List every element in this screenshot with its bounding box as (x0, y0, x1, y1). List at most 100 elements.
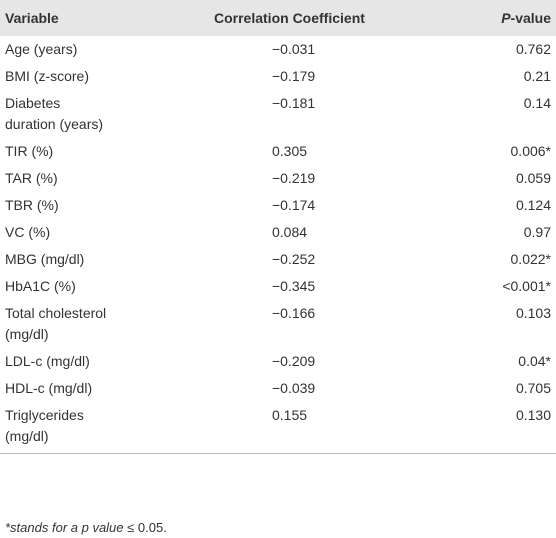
table-row: Total cholesterol (mg/dl) −0.166 0.103 (0, 300, 556, 348)
cell-text: −0.345 (272, 278, 316, 294)
cell-text: 0.022* (510, 251, 551, 267)
cell-text: VC (%) (5, 224, 51, 240)
table-cell: 0.103 (452, 300, 556, 348)
table-cell: −0.181 (272, 90, 452, 138)
cell-text: 0.124 (515, 197, 551, 213)
footnote: *stands for a p value ≤ 0.05. (5, 520, 167, 535)
table-cell: 0.059 (452, 165, 556, 192)
table-cell: HbA1C (%) (0, 273, 272, 300)
cell-text: Total cholesterol (mg/dl) (5, 305, 107, 342)
header-cell: Variable (0, 0, 272, 36)
table: Variable Correlation Coefficient P-value… (0, 0, 556, 454)
table-cell: BMI (z-score) (0, 63, 272, 90)
header-cell: P-value (452, 0, 556, 36)
table-cell: Diabetes duration (years) (0, 90, 272, 138)
table-cell: 0.006* (452, 138, 556, 165)
cell-text: LDL-c (mg/dl) (5, 353, 90, 369)
table-cell: −0.166 (272, 300, 452, 348)
table-cell: 0.124 (452, 192, 556, 219)
cell-text: 0.705 (515, 380, 551, 396)
table-row: TAR (%) −0.219 0.059 (0, 165, 556, 192)
cell-text: 0.059 (515, 170, 551, 186)
table-cell: Triglycerides (mg/dl) (0, 402, 272, 454)
table-cell: Age (years) (0, 36, 272, 63)
cell-text: 0.006* (510, 143, 551, 159)
cell-text: 0.21 (523, 68, 551, 84)
cell-text: 0.97 (523, 224, 551, 240)
table-cell: −0.031 (272, 36, 452, 63)
table-row: LDL-c (mg/dl) −0.209 0.04* (0, 348, 556, 375)
header-text: P (501, 10, 511, 26)
table-row: HDL-c (mg/dl) −0.039 0.705 (0, 375, 556, 402)
cell-text: 0.14 (523, 95, 551, 111)
table-cell: 0.21 (452, 63, 556, 90)
table-cell: 0.97 (452, 219, 556, 246)
cell-text: 0.103 (515, 305, 551, 321)
cell-text: 0.130 (515, 407, 551, 423)
cell-text: MBG (mg/dl) (5, 251, 85, 267)
header-text: Correlation Coefficient (214, 10, 365, 26)
cell-text: 0.084 (272, 224, 308, 240)
footnote-text: 0.05. (137, 520, 167, 535)
header-row: Variable Correlation Coefficient P-value (0, 0, 556, 36)
cell-text: HDL-c (mg/dl) (5, 380, 93, 396)
table-row: Diabetes duration (years) −0.181 0.14 (0, 90, 556, 138)
cell-text: −0.181 (272, 95, 316, 111)
table-row: TBR (%) −0.174 0.124 (0, 192, 556, 219)
table-cell: TAR (%) (0, 165, 272, 192)
table-row: Age (years) −0.031 0.762 (0, 36, 556, 63)
table-cell: −0.174 (272, 192, 452, 219)
cell-text: 0.155 (272, 407, 308, 423)
cell-text: −0.174 (272, 197, 316, 213)
table-cell: 0.130 (452, 402, 556, 454)
cell-text: HbA1C (%) (5, 278, 76, 294)
table-cell: LDL-c (mg/dl) (0, 348, 272, 375)
cell-text: −0.166 (272, 305, 316, 321)
table-cell: 0.04* (452, 348, 556, 375)
table-row: VC (%) 0.084 0.97 (0, 219, 556, 246)
header-text: -value (510, 10, 551, 26)
table-cell: TBR (%) (0, 192, 272, 219)
table-cell: −0.209 (272, 348, 452, 375)
header-cell: Correlation Coefficient (214, 0, 452, 36)
table-cell: 0.762 (452, 36, 556, 63)
table-row: TIR (%) 0.305 0.006* (0, 138, 556, 165)
table-cell: 0.155 (272, 402, 452, 454)
cell-text: <0.001* (502, 278, 551, 294)
cell-text: 0.04* (518, 353, 551, 369)
cell-text: −0.039 (272, 380, 316, 396)
table-cell: −0.039 (272, 375, 452, 402)
table-cell: 0.022* (452, 246, 556, 273)
table-row: Triglycerides (mg/dl) 0.155 0.130 (0, 402, 556, 454)
table-row: MBG (mg/dl) −0.252 0.022* (0, 246, 556, 273)
cell-text: BMI (z-score) (5, 68, 89, 84)
cell-text: −0.179 (272, 68, 316, 84)
table-cell: −0.345 (272, 273, 452, 300)
table-cell: <0.001* (452, 273, 556, 300)
table-body: Age (years) −0.031 0.762 BMI (z-score) −0.17… (0, 36, 556, 454)
table-cell: 0.305 (272, 138, 452, 165)
cell-text: Triglycerides (mg/dl) (5, 407, 84, 444)
table-cell: Total cholesterol (mg/dl) (0, 300, 272, 348)
cell-text: −0.252 (272, 251, 316, 267)
table-cell: −0.219 (272, 165, 452, 192)
table-cell: TIR (%) (0, 138, 272, 165)
table-cell: HDL-c (mg/dl) (0, 375, 272, 402)
cell-text: TAR (%) (5, 170, 58, 186)
table-cell: 0.084 (272, 219, 452, 246)
cell-text: Age (years) (5, 41, 78, 57)
table-cell: MBG (mg/dl) (0, 246, 272, 273)
table-cell: −0.179 (272, 63, 452, 90)
cell-text: Diabetes duration (years) (5, 95, 104, 132)
table-cell: VC (%) (0, 219, 272, 246)
table-cell: 0.705 (452, 375, 556, 402)
table-row: BMI (z-score) −0.179 0.21 (0, 63, 556, 90)
cell-text: TIR (%) (5, 143, 54, 159)
cell-text: TBR (%) (5, 197, 59, 213)
table-cell: 0.14 (452, 90, 556, 138)
cell-text: −0.219 (272, 170, 316, 186)
cell-text: −0.209 (272, 353, 316, 369)
cell-text: 0.762 (515, 41, 551, 57)
cell-text: 0.305 (272, 143, 308, 159)
